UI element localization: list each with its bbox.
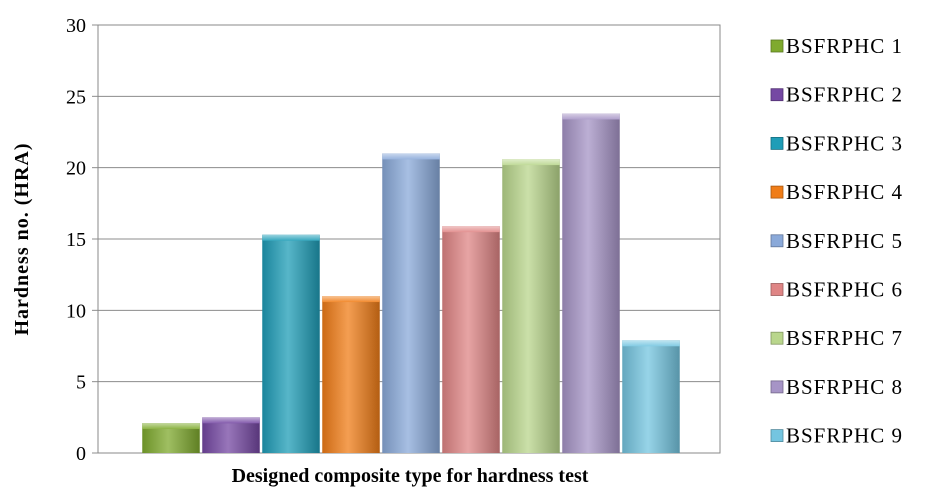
y-tick-label: 5 xyxy=(76,372,86,394)
legend-swatch xyxy=(770,380,784,394)
legend-label: BSFRPHC 8 xyxy=(786,375,903,399)
bar-top-highlight xyxy=(442,226,500,233)
legend-label: BSFRPHC 5 xyxy=(786,229,903,253)
legend: BSFRPHC 1 BSFRPHC 2 BSFRPHC 3 BSFRPHC 4 BSFR… xyxy=(770,34,903,448)
legend-swatch xyxy=(770,429,784,443)
bar-bsfrphc-6 xyxy=(442,226,500,453)
bar-top-highlight xyxy=(142,423,200,430)
bar-top-highlight xyxy=(502,159,560,166)
x-axis-title: Designed composite type for hardness tes… xyxy=(232,465,589,487)
legend-label: BSFRPHC 2 xyxy=(786,83,903,107)
y-axis-title: Hardness no. (HRA) xyxy=(11,142,33,335)
legend-swatch xyxy=(770,283,784,296)
bar-bsfrphc-4 xyxy=(322,296,380,453)
y-tick-label: 25 xyxy=(66,86,86,108)
bar-top-highlight xyxy=(622,340,680,347)
bar-bsfrphc-9 xyxy=(622,340,680,453)
legend-swatch xyxy=(770,331,784,345)
legend-label: BSFRPHC 6 xyxy=(786,278,903,302)
y-axis-ticks: 0 5 10 15 20 25 30 xyxy=(66,15,98,465)
y-tick-label: 10 xyxy=(66,300,86,322)
y-tick-label: 0 xyxy=(76,443,86,465)
legend-label: BSFRPHC 7 xyxy=(786,326,903,350)
bars xyxy=(142,113,680,453)
legend-swatch xyxy=(770,234,784,248)
bar-top-highlight xyxy=(562,113,620,120)
legend-label: BSFRPHC 3 xyxy=(786,131,903,155)
legend-swatch xyxy=(770,39,784,53)
legend-swatch xyxy=(770,88,784,102)
legend-swatch xyxy=(770,185,784,199)
bar-bsfrphc-5 xyxy=(382,153,440,453)
legend-label: BSFRPHC 1 xyxy=(786,34,903,58)
bar-top-highlight xyxy=(262,234,320,241)
bar-bsfrphc-7 xyxy=(502,159,560,453)
legend-swatch xyxy=(770,136,784,150)
y-tick-label: 20 xyxy=(66,158,86,180)
legend-label: BSFRPHC 4 xyxy=(786,180,903,204)
legend-label: BSFRPHC 9 xyxy=(786,424,903,448)
bar-top-highlight xyxy=(322,296,380,303)
bar-top-highlight xyxy=(382,153,440,160)
y-tick-label: 30 xyxy=(66,15,86,37)
bar-bsfrphc-8 xyxy=(562,113,620,453)
bar-top-highlight xyxy=(202,417,260,424)
bar-bsfrphc-3 xyxy=(262,234,320,453)
y-tick-label: 15 xyxy=(66,229,86,251)
